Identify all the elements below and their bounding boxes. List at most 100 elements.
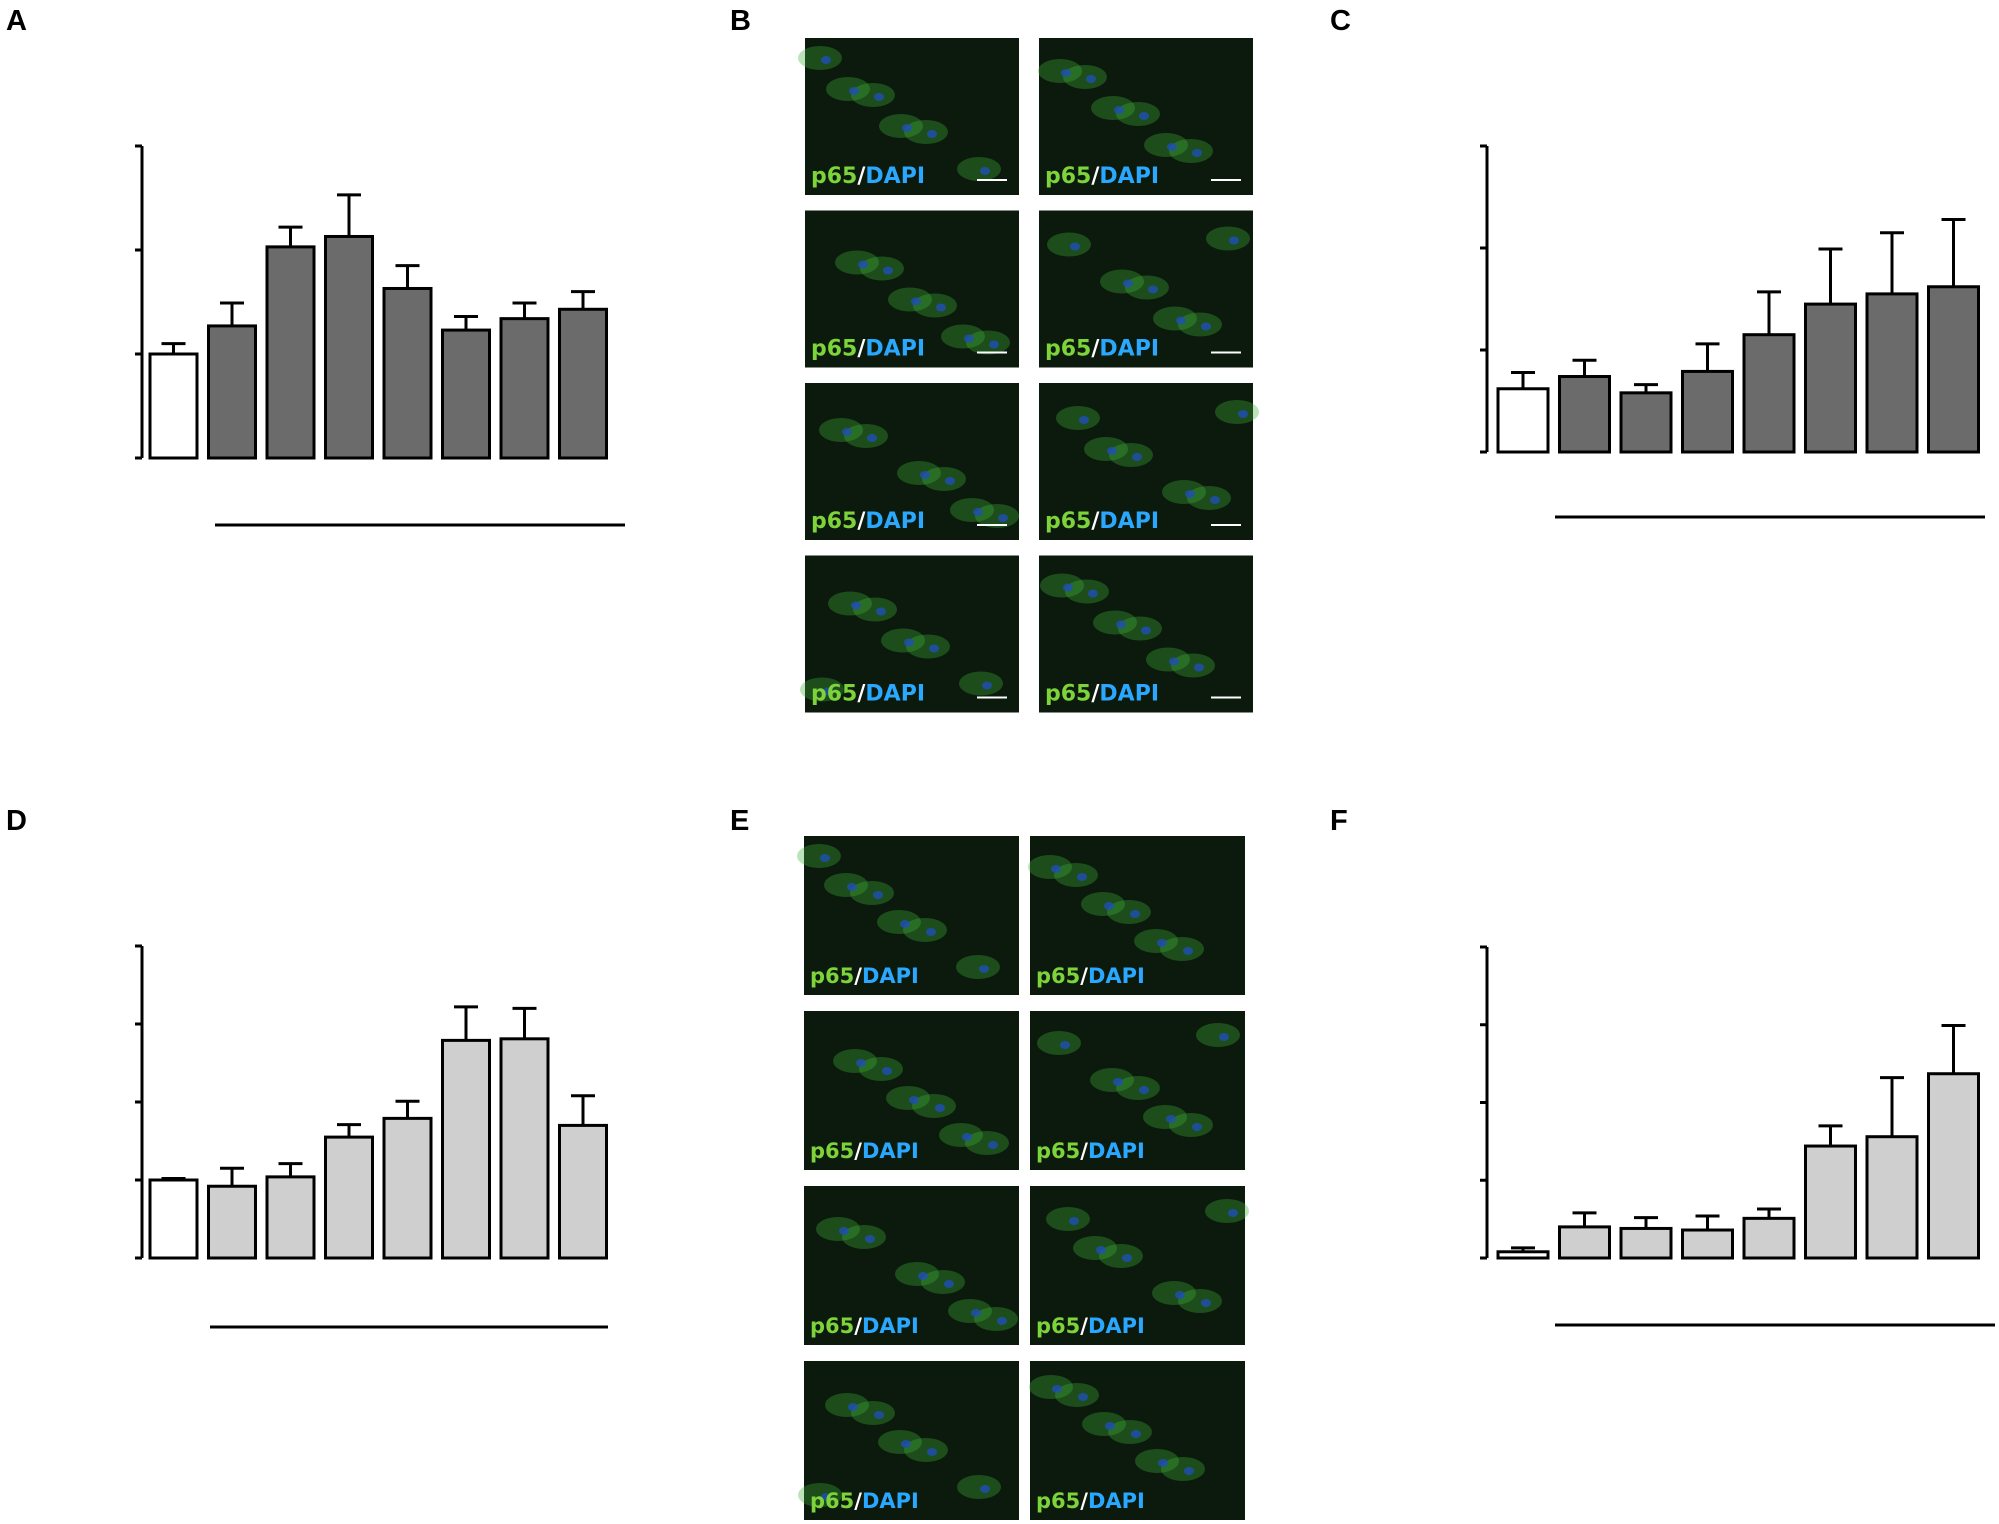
micrograph-b-3-cell bbox=[1047, 232, 1091, 257]
micrograph-e-4-nucleus bbox=[918, 1272, 928, 1280]
micrograph-e-3-cell bbox=[1037, 1031, 1081, 1055]
micrograph-e-0-nucleus bbox=[820, 854, 830, 862]
micrograph-b-4-cell bbox=[950, 498, 994, 522]
micrograph-e-5-cell bbox=[1046, 1207, 1090, 1231]
panel-label-a: A bbox=[6, 5, 27, 37]
micrograph-e-7-cell bbox=[1161, 1457, 1205, 1481]
micrograph-e-1-nucleus bbox=[1077, 873, 1087, 881]
micrograph-e-3-nucleus bbox=[1113, 1078, 1123, 1086]
micrograph-b-0-nucleus bbox=[927, 130, 937, 138]
micrograph-b-6-nucleus bbox=[876, 607, 886, 616]
micrograph-e-3-image bbox=[1030, 1011, 1245, 1170]
micrograph-e-2-nucleus bbox=[988, 1141, 998, 1149]
micrograph-b-2-stain-legend: p65/DAPI bbox=[811, 337, 925, 362]
chart-c-bar bbox=[1804, 302, 1857, 454]
micrograph-b-1-cell bbox=[1038, 59, 1082, 83]
chart-f-bar bbox=[1927, 1072, 1980, 1260]
micrograph-b-5-stain-legend: p65/DAPI bbox=[1045, 509, 1159, 534]
stain-separator: / bbox=[1080, 1139, 1088, 1163]
stain-p65-label: p65 bbox=[810, 1314, 854, 1338]
micrograph-b-2-nucleus bbox=[883, 266, 893, 275]
panel-label-d: D bbox=[6, 805, 27, 837]
micrograph-b-5-cell bbox=[1187, 486, 1231, 510]
micrograph-e-6-nucleus bbox=[927, 1448, 937, 1456]
micrograph-b-4-nucleus bbox=[920, 471, 930, 479]
stain-separator: / bbox=[854, 1139, 862, 1163]
micrograph-e-6-nucleus bbox=[980, 1485, 990, 1493]
stain-p65-label: p65 bbox=[1036, 1139, 1080, 1163]
chart-f-tnfa-polyic bbox=[1480, 945, 1995, 1327]
micrograph-b-6-cell bbox=[800, 677, 844, 702]
micrograph-b-6-cell bbox=[906, 634, 950, 659]
micrograph-e-0-cell bbox=[956, 955, 1000, 979]
micrograph-e-0-cell bbox=[797, 844, 841, 868]
micrograph-b-7-cell bbox=[1040, 573, 1084, 598]
micrograph-e-1-nucleus bbox=[1104, 902, 1114, 910]
micrograph-b-4-nucleus bbox=[998, 514, 1008, 522]
micrograph-e-7-cell bbox=[1082, 1412, 1126, 1436]
chart-f-bar bbox=[1804, 1144, 1857, 1260]
chart-c-bar bbox=[1865, 292, 1919, 454]
micrograph-e-6-nucleus bbox=[821, 1493, 831, 1501]
micrograph-b-2-cell bbox=[888, 287, 932, 312]
micrograph-e-7-nucleus bbox=[1052, 1385, 1062, 1393]
micrograph-e-4-stain-legend: p65/DAPI bbox=[810, 1314, 919, 1338]
micrograph-b-2-cell bbox=[966, 330, 1010, 355]
micrograph-grid-b: p65/DAPI p65/DAPI p65/DAPI p65/DAPI p65/DAPI… bbox=[798, 38, 1259, 713]
micrograph-e-4-nucleus bbox=[971, 1309, 981, 1317]
micrograph-b-6-stain-legend: p65/DAPI bbox=[811, 682, 925, 707]
micrograph-e-2-cell bbox=[833, 1049, 877, 1073]
stain-p65-label: p65 bbox=[1045, 682, 1091, 707]
micrograph-e-4-nucleus bbox=[839, 1227, 849, 1235]
micrograph-e-5-cell bbox=[1152, 1281, 1196, 1305]
chart-a-bar bbox=[148, 352, 199, 460]
micrograph-b-3-cell bbox=[1100, 269, 1144, 294]
micrograph-b-6-nucleus bbox=[929, 644, 939, 653]
micrograph-e-0-nucleus bbox=[900, 920, 910, 928]
micrograph-e-6-nucleus bbox=[901, 1440, 911, 1448]
micrograph-e-6-image bbox=[804, 1361, 1019, 1520]
micrograph-b-1-stain-legend: p65/DAPI bbox=[1045, 164, 1159, 189]
micrograph-e-7-nucleus bbox=[1105, 1422, 1115, 1430]
micrograph-e-5-nucleus bbox=[1175, 1291, 1185, 1299]
micrograph-b-6-nucleus bbox=[904, 638, 914, 647]
micrograph-e-4-cell bbox=[842, 1225, 886, 1249]
micrograph-b-3-image bbox=[1039, 210, 1253, 368]
micrograph-b-0-cell bbox=[957, 157, 1001, 181]
micrograph-e-3-cell bbox=[1196, 1023, 1240, 1047]
micrograph-e-5-nucleus bbox=[1069, 1217, 1079, 1225]
micrograph-b-3-nucleus bbox=[1123, 279, 1133, 288]
micrograph-e-5-image bbox=[1030, 1186, 1245, 1345]
stain-dapi-label: DAPI bbox=[1099, 509, 1159, 534]
stain-dapi-label: DAPI bbox=[862, 1139, 919, 1163]
micrograph-e-5-nucleus bbox=[1201, 1299, 1211, 1307]
micrograph-b-7-stain-legend: p65/DAPI bbox=[1045, 682, 1159, 707]
micrograph-b-7-nucleus bbox=[1194, 663, 1204, 672]
micrograph-b-4-cell bbox=[844, 424, 888, 448]
micrograph-b-6-nucleus bbox=[982, 681, 992, 690]
micrograph-e-2-stain-legend: p65/DAPI bbox=[810, 1139, 919, 1163]
micrograph-b-4-nucleus bbox=[867, 434, 877, 442]
micrograph-b-3-nucleus bbox=[1201, 322, 1211, 331]
micrograph-b-5-nucleus bbox=[1079, 416, 1089, 424]
micrograph-e-6-cell bbox=[878, 1430, 922, 1454]
chart-f-bar bbox=[1496, 1250, 1550, 1260]
stain-separator: / bbox=[854, 1489, 862, 1513]
micrograph-e-1-nucleus bbox=[1130, 910, 1140, 918]
stain-dapi-label: DAPI bbox=[865, 509, 925, 534]
micrograph-b-1-nucleus bbox=[1086, 75, 1096, 83]
micrograph-b-5-nucleus bbox=[1107, 447, 1117, 455]
chart-a-bar bbox=[499, 317, 550, 460]
micrograph-e-2-cell bbox=[886, 1086, 930, 1110]
micrograph-b-4-cell bbox=[897, 461, 941, 485]
chart-a-bar bbox=[207, 324, 257, 460]
micrograph-e-7-nucleus bbox=[1158, 1459, 1168, 1467]
micrograph-e-3-cell bbox=[1090, 1068, 1134, 1092]
micrograph-b-0-cell bbox=[826, 77, 870, 101]
stain-p65-label: p65 bbox=[1045, 164, 1091, 189]
micrograph-e-0-nucleus bbox=[926, 928, 936, 936]
micrograph-e-4-cell bbox=[921, 1270, 965, 1294]
chart-f-bar bbox=[1865, 1135, 1919, 1260]
stain-p65-label: p65 bbox=[1036, 1489, 1080, 1513]
micrograph-b-1-nucleus bbox=[1061, 69, 1071, 77]
